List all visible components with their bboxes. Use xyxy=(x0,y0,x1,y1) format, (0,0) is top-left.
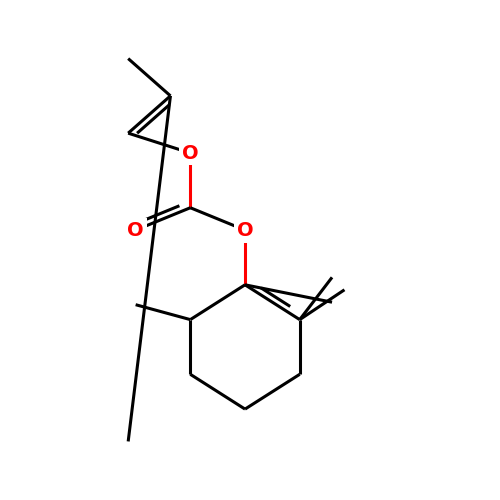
Text: O: O xyxy=(182,144,198,163)
Text: O: O xyxy=(236,220,254,240)
Text: O: O xyxy=(128,220,144,240)
